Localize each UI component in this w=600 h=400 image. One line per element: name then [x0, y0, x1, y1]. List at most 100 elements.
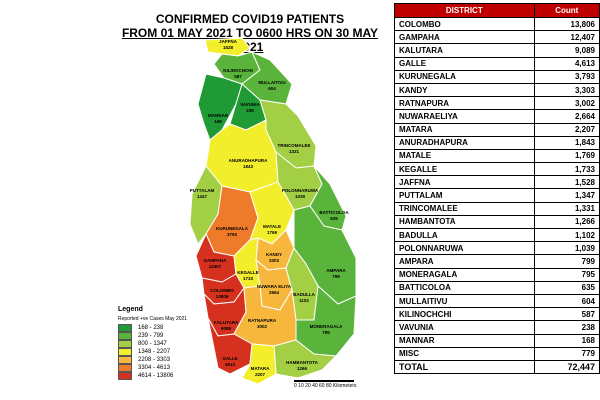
district-count-label: 2207 [255, 372, 266, 377]
district-cell: MANNAR [394, 333, 535, 348]
count-cell: 1,347 [533, 188, 600, 203]
district-count-label: 1843 [243, 164, 254, 169]
district-name-label: RATNAPURA [248, 318, 277, 323]
legend-swatch [118, 372, 132, 380]
legend-item: 4614 - 13806 [118, 372, 187, 380]
district-cell: MONERAGALA [394, 267, 535, 282]
district-count-label: 1733 [243, 276, 254, 281]
table-row: HAMBANTOTA 1,266 [394, 214, 600, 230]
district-cell: PUTTALAM [394, 188, 535, 203]
count-cell: 795 [533, 267, 600, 282]
count-cell: 1,528 [533, 175, 600, 190]
district-name-label: GALLE [222, 356, 237, 361]
district-name-label: HAMBANTOTA [286, 360, 319, 365]
district-name-label: JAFFNA [219, 39, 237, 44]
district-matara [241, 343, 277, 385]
district-count-label: 2664 [269, 290, 280, 295]
district-count-label: 3793 [227, 232, 238, 237]
table-row: MANNAR 168 [394, 333, 600, 348]
district-count-label: 1102 [299, 298, 309, 303]
header-count: Count [533, 3, 600, 18]
table-row: KEGALLE 1,733 [394, 162, 600, 177]
district-count-label: 3002 [257, 324, 268, 329]
district-cell: TRINCOMALEE [394, 201, 535, 216]
district-cell: HAMBANTOTA [394, 214, 535, 230]
district-count-label: 1039 [295, 194, 306, 199]
legend-swatch [118, 324, 132, 332]
district-name-label: COLOMBO [210, 288, 234, 293]
count-cell: 604 [533, 293, 600, 309]
district-name-label: KEGALLE [237, 270, 259, 275]
district-ratnapura [233, 285, 297, 347]
scale-bar: 0 10 20 40 60 80 Kilometers [294, 380, 357, 389]
total-label: TOTAL [394, 359, 535, 375]
count-cell: 1,769 [533, 148, 600, 164]
count-cell: 1,266 [533, 214, 600, 230]
table-row: NUWARAELIYA 2,664 [394, 109, 600, 124]
count-cell: 3,793 [533, 69, 600, 84]
scale-line [294, 380, 354, 382]
legend: Legend Reported +ve Cases May 2021 168 -… [118, 306, 187, 380]
legend-label: 3304 - 4613 [138, 365, 171, 371]
count-cell: 3,002 [533, 96, 600, 111]
district-name-label: GAMPAHA [204, 258, 228, 263]
district-cell: MULLAITIVU [394, 293, 535, 309]
legend-swatch [118, 364, 132, 372]
total-row: TOTAL 72,447 [394, 359, 600, 375]
district-cell: COLOMBO [394, 16, 535, 32]
district-cell: MATARA [394, 122, 535, 137]
district-name-label: KALUTARA [214, 320, 239, 325]
district-name-label: PUTTALAM [190, 188, 215, 193]
header-district: DISTRICT [394, 3, 535, 18]
district-cell: RATNAPURA [394, 96, 535, 111]
table-row: KILINOCHCHI 587 [394, 307, 600, 322]
district-name-label: MONERAGALA [310, 324, 343, 329]
district-name-label: MATARA [251, 366, 271, 371]
district-cell: NUWARAELIYA [394, 109, 535, 124]
table-row: KALUTARA 9,089 [394, 43, 600, 58]
district-name-label: AMPARA [326, 268, 346, 273]
table-row: MATARA 2,207 [394, 122, 600, 137]
count-cell: 1,733 [533, 162, 600, 177]
count-cell: 779 [533, 346, 600, 361]
count-cell: 2,207 [533, 122, 600, 137]
legend-title: Legend [118, 306, 143, 313]
table-row: GALLE 4,613 [394, 56, 600, 71]
table-row: MONERAGALA 795 [394, 267, 600, 282]
district-cell: ANURADHAPURA [394, 135, 535, 150]
table-row: TRINCOMALEE 1,331 [394, 201, 600, 216]
count-cell: 238 [533, 320, 600, 335]
district-cell: BADULLA [394, 227, 535, 243]
legend-label: 2208 - 3303 [138, 357, 171, 363]
district-name-label: KURUNEGALA [216, 226, 249, 231]
table-row: RATNAPURA 3,002 [394, 96, 600, 111]
count-cell: 1,331 [533, 201, 600, 216]
district-cell: POLONNARUWA [394, 241, 535, 256]
legend-label: 168 - 238 [138, 325, 164, 331]
legend-label: 800 - 1347 [138, 341, 167, 347]
district-cell: KALUTARA [394, 43, 535, 58]
district-name-label: NUWARA ELIYA [257, 284, 292, 289]
district-table: DISTRICT Count COLOMBO 13,806 GAMPAHA 12,40… [394, 3, 600, 375]
legend-item: 2208 - 3303 [118, 356, 187, 364]
district-count-label: 168 [214, 119, 222, 124]
district-count-label: 635 [330, 216, 338, 221]
table-row: MATALE 1,769 [394, 148, 600, 164]
district-cell: AMPARA [394, 254, 535, 269]
table-row: MULLAITIVU 604 [394, 293, 600, 309]
count-cell: 4,613 [533, 56, 600, 71]
district-name-label: MULLAITIVU [258, 80, 285, 85]
district-cell: MISC [394, 346, 535, 361]
district-cell: GALLE [394, 56, 535, 71]
district-name-label: BADULLA [293, 292, 315, 297]
table-row: PUTTALAM 1,347 [394, 188, 600, 203]
district-count-label: 4613 [225, 362, 236, 367]
district-cell: KILINOCHCHI [394, 307, 535, 322]
district-count-label: 1528 [223, 45, 234, 50]
district-cell: VAVUNIA [394, 320, 535, 335]
table-row: KANDY 3,303 [394, 82, 600, 98]
table-row: POLONNARUWA 1,039 [394, 241, 600, 256]
table-row: MISC 779 [394, 346, 600, 361]
legend-item: 3304 - 4613 [118, 364, 187, 372]
